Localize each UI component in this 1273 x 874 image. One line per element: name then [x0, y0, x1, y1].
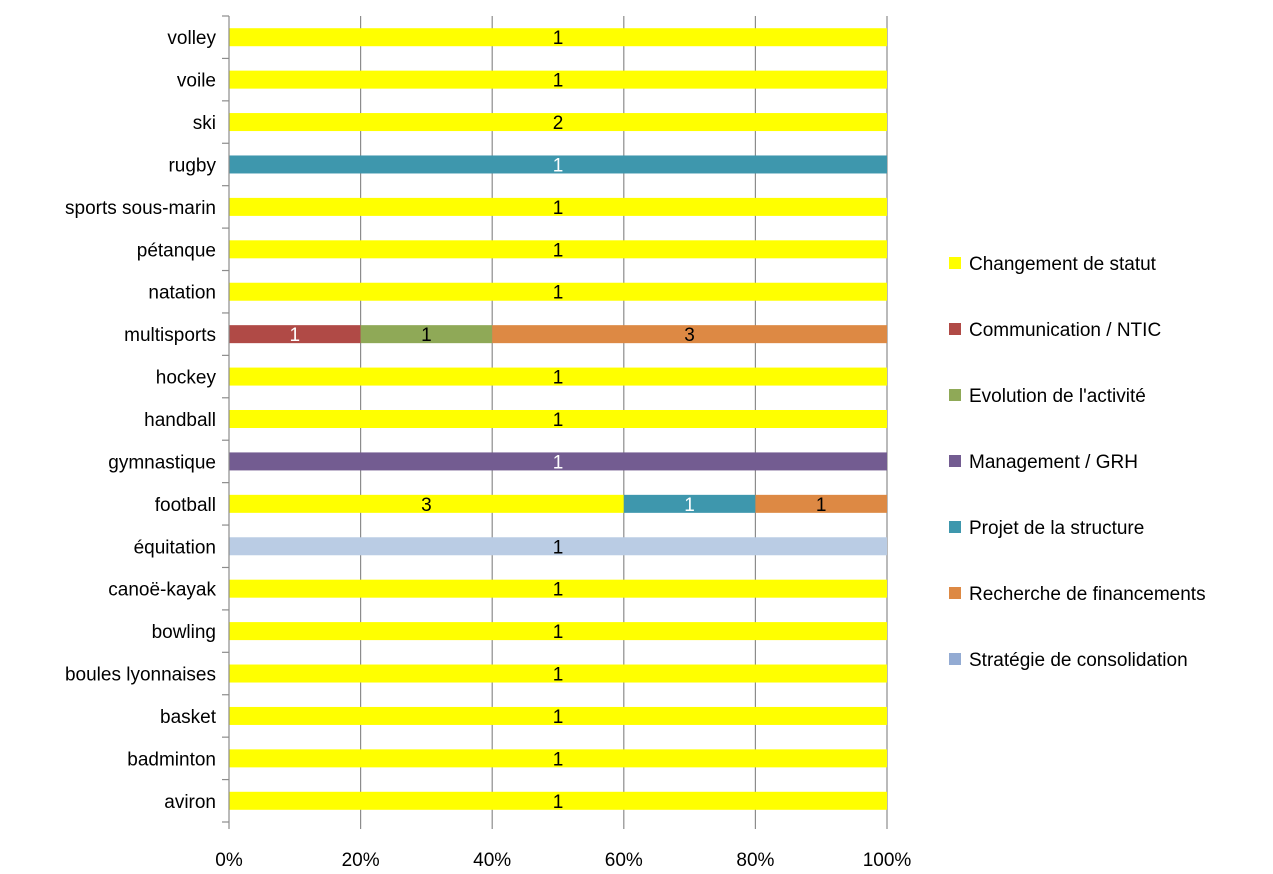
bar-segment — [229, 113, 887, 132]
legend-label: Projet de la structure — [969, 518, 1144, 539]
category-label: sports sous-marin — [65, 198, 216, 219]
category-label: équitation — [134, 537, 216, 558]
data-label: 1 — [553, 580, 564, 601]
x-tick-label: 20% — [342, 850, 380, 871]
x-tick-labels: 0% 20% 40% 60% 80% 100% — [215, 850, 911, 871]
data-label: 1 — [553, 28, 564, 49]
category-label: volley — [167, 28, 216, 49]
category-label: hockey — [156, 368, 217, 389]
data-label: 1 — [553, 622, 564, 643]
bar-segment — [229, 367, 887, 386]
legend-swatch — [949, 653, 961, 665]
category-label: canoë-kayak — [108, 580, 216, 601]
bar-segment — [755, 494, 887, 513]
data-label: 1 — [553, 792, 564, 813]
legend-label: Evolution de l'activité — [969, 386, 1146, 407]
bar-segment — [229, 537, 887, 556]
legend-swatch — [949, 455, 961, 467]
data-label: 1 — [553, 665, 564, 686]
category-label: multisports — [124, 325, 216, 346]
data-labels: 1 1 2 1 1 1 1 1 1 3 1 1 1 3 1 1 1 1 1 1 1 1 1 — [290, 28, 827, 813]
legend: Changement de statut Communication / NTIC… — [949, 254, 1206, 671]
data-label: 1 — [553, 155, 564, 176]
bar-segment — [229, 791, 887, 810]
data-label: 1 — [553, 537, 564, 558]
bar-segment — [229, 240, 887, 259]
bars — [229, 28, 887, 810]
bar-segment — [229, 197, 887, 216]
category-label: football — [155, 495, 216, 516]
category-label: aviron — [164, 792, 216, 813]
data-label: 1 — [553, 368, 564, 389]
data-label: 1 — [684, 495, 695, 516]
data-label: 1 — [290, 325, 301, 346]
bar-segment — [229, 325, 361, 344]
data-label: 1 — [553, 749, 564, 770]
x-tick-label: 0% — [215, 850, 243, 871]
category-labels: volley voile ski rugby sports sous-marin péta… — [65, 28, 217, 813]
category-label: basket — [160, 707, 217, 728]
bar-segment — [229, 664, 887, 683]
bar-segment — [229, 28, 887, 47]
category-label: gymnastique — [108, 452, 216, 473]
data-label: 1 — [553, 240, 564, 261]
data-label: 1 — [553, 707, 564, 728]
data-label: 2 — [553, 113, 564, 134]
bar-segment — [229, 155, 887, 174]
bar-segment — [229, 452, 887, 471]
legend-label: Management / GRH — [969, 452, 1138, 473]
axes — [222, 15, 888, 829]
bar-segment — [229, 622, 887, 641]
legend-label: Communication / NTIC — [969, 320, 1161, 341]
legend-label: Changement de statut — [969, 254, 1157, 275]
legend-swatch — [949, 323, 961, 335]
legend-swatch — [949, 257, 961, 269]
category-label: rugby — [168, 155, 216, 176]
data-label: 1 — [421, 325, 432, 346]
data-label: 3 — [421, 495, 432, 516]
bar-segment — [623, 494, 756, 513]
category-label: natation — [148, 283, 216, 304]
data-label: 1 — [553, 283, 564, 304]
bar-segment — [229, 706, 887, 725]
legend-label: Recherche de financements — [969, 584, 1206, 605]
data-label: 1 — [553, 452, 564, 473]
category-label: boules lyonnaises — [65, 665, 216, 686]
bar-segment — [229, 579, 887, 598]
data-label: 3 — [684, 325, 695, 346]
legend-swatch — [949, 521, 961, 533]
category-label: voile — [177, 71, 216, 92]
bar-segment — [492, 325, 887, 344]
bar-segment — [360, 325, 493, 344]
data-label: 1 — [553, 198, 564, 219]
category-label: pétanque — [137, 240, 216, 261]
bar-segment — [229, 494, 624, 513]
category-label: ski — [193, 113, 216, 134]
bar-segment — [229, 749, 887, 768]
data-label: 1 — [553, 410, 564, 431]
x-tick-label: 40% — [473, 850, 511, 871]
category-label: handball — [144, 410, 216, 431]
category-label: bowling — [152, 622, 216, 643]
bar-segment — [229, 70, 887, 89]
legend-swatch — [949, 389, 961, 401]
legend-swatch — [949, 587, 961, 599]
legend-label: Stratégie de consolidation — [969, 650, 1188, 671]
bar-segment — [229, 282, 887, 301]
x-tick-label: 60% — [605, 850, 643, 871]
x-tick-label: 80% — [736, 850, 774, 871]
category-label: badminton — [127, 749, 216, 770]
bar-segment — [229, 410, 887, 428]
x-tick-label: 100% — [863, 850, 912, 871]
data-label: 1 — [816, 495, 827, 516]
data-label: 1 — [553, 71, 564, 92]
